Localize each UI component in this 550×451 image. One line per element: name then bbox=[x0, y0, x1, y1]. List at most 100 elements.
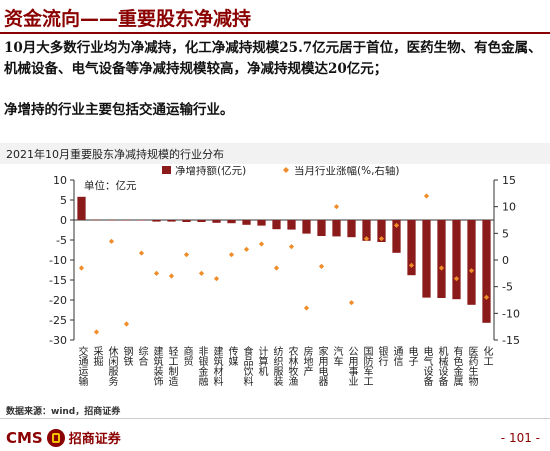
bar-传媒 bbox=[227, 220, 236, 224]
right-axis-tick-label: 15 bbox=[502, 174, 516, 187]
category-label: 纺织服装 bbox=[271, 345, 283, 387]
right-axis-tick-label: 0 bbox=[502, 254, 509, 267]
bar-公用事业 bbox=[347, 220, 356, 238]
category-label: 建筑装饰 bbox=[151, 345, 163, 387]
left-axis-tick-label: -30 bbox=[49, 334, 67, 347]
category-label: 房地产 bbox=[301, 345, 313, 377]
right-axis-tick-label: -10 bbox=[502, 307, 520, 320]
category-label: 商贸 bbox=[181, 345, 193, 367]
bar-建筑材料 bbox=[212, 220, 221, 223]
left-axis-tick-label: -5 bbox=[56, 234, 67, 247]
legend-bar-label: 净增持额(亿元) bbox=[175, 166, 246, 177]
category-label: 化工 bbox=[481, 345, 493, 366]
bar-家用电器 bbox=[317, 220, 326, 236]
point-交通运输 bbox=[78, 265, 85, 271]
point-非银金融 bbox=[198, 270, 205, 276]
bar-休闲服务 bbox=[107, 220, 116, 221]
point-电气设备 bbox=[423, 193, 430, 199]
data-source-note: 数据来源：wind，招商证券 bbox=[6, 407, 121, 417]
category-label: 公用事业 bbox=[346, 346, 358, 386]
category-label: 钢铁 bbox=[121, 345, 133, 367]
bar-交通运输 bbox=[77, 196, 86, 220]
bar-电气设备 bbox=[422, 220, 431, 298]
logo-chinese-name: 招商证券 bbox=[68, 432, 121, 447]
left-axis-tick-label: -25 bbox=[49, 314, 67, 327]
point-钢铁 bbox=[123, 321, 130, 327]
footer-divider bbox=[0, 418, 550, 419]
category-label: 传媒 bbox=[226, 346, 238, 367]
point-商贸 bbox=[183, 252, 190, 258]
point-休闲服务 bbox=[108, 238, 115, 244]
bar-机械设备 bbox=[437, 220, 446, 298]
point-建筑材料 bbox=[213, 276, 220, 282]
point-农林牧渔 bbox=[288, 244, 295, 250]
point-公用事业 bbox=[348, 300, 355, 306]
point-计算机 bbox=[258, 241, 265, 247]
category-label: 轻工制造 bbox=[166, 345, 178, 386]
point-综合 bbox=[138, 250, 145, 256]
bar-综合 bbox=[137, 220, 146, 221]
category-label: 食品饮料 bbox=[241, 345, 253, 387]
left-axis-tick-label: -15 bbox=[49, 274, 67, 287]
category-label: 交通运输 bbox=[76, 345, 88, 387]
legend-point-label: 当月行业涨幅(%,右轴) bbox=[294, 166, 400, 177]
left-axis-tick-label: 10 bbox=[53, 174, 67, 187]
bar-银行 bbox=[377, 220, 386, 242]
category-label: 银行 bbox=[376, 345, 388, 367]
point-通信 bbox=[393, 222, 400, 228]
summary-paragraph-2: 净增持的行业主要包括交通运输行业。 bbox=[4, 102, 234, 118]
point-建筑装饰 bbox=[153, 270, 160, 276]
category-label: 机械设备 bbox=[436, 345, 448, 387]
bar-非银金融 bbox=[197, 220, 206, 222]
bar-医药生物 bbox=[467, 220, 476, 305]
page-title: 资金流向——重要股东净减持 bbox=[4, 8, 252, 30]
category-label: 国防军工 bbox=[361, 346, 373, 386]
legend-bar-swatch bbox=[162, 166, 171, 174]
category-label: 计算机 bbox=[256, 345, 268, 377]
bar-通信 bbox=[392, 220, 401, 253]
bar-汽车 bbox=[332, 220, 341, 237]
page-number: - 101 - bbox=[500, 431, 540, 445]
category-label: 有色金属 bbox=[451, 345, 463, 387]
bar-钢铁 bbox=[122, 220, 131, 221]
unit-label: 单位：亿元 bbox=[84, 179, 137, 192]
point-轻工制造 bbox=[168, 273, 175, 279]
left-axis-tick-label: -20 bbox=[49, 294, 67, 307]
bar-房地产 bbox=[302, 220, 311, 234]
bar-商贸 bbox=[182, 220, 191, 222]
point-国防军工 bbox=[363, 236, 370, 242]
industry-chart: 10 5 0 -5 -10 -15 -20 -25 -30 15 10 5 0 -5 -10 -15 交通运输采… bbox=[49, 166, 520, 387]
point-食品饮料 bbox=[243, 246, 250, 252]
brand-logo: CMS 招商证券 bbox=[6, 428, 121, 447]
logo-icon bbox=[46, 428, 65, 447]
bar-有色金属 bbox=[452, 220, 461, 300]
point-银行 bbox=[378, 236, 385, 242]
bar-食品饮料 bbox=[242, 220, 251, 225]
category-label: 医药生物 bbox=[466, 346, 478, 387]
category-label: 休闲服务 bbox=[106, 346, 118, 387]
bar-国防军工 bbox=[362, 220, 371, 241]
legend-point-swatch bbox=[283, 167, 289, 173]
left-axis-tick-label: 0 bbox=[60, 214, 67, 227]
point-家用电器 bbox=[318, 263, 325, 269]
chart-title-bar bbox=[0, 143, 550, 164]
category-label: 建筑材料 bbox=[211, 345, 223, 387]
right-axis-tick-label: 5 bbox=[502, 227, 509, 240]
category-label: 采掘 bbox=[91, 346, 103, 367]
left-axis-tick-label: 5 bbox=[60, 194, 67, 207]
bar-计算机 bbox=[257, 220, 266, 226]
category-label: 电子 bbox=[406, 345, 418, 366]
point-房地产 bbox=[303, 305, 310, 311]
bar-轻工制造 bbox=[167, 220, 176, 222]
bar-建筑装饰 bbox=[152, 220, 161, 222]
category-label: 通信 bbox=[391, 346, 403, 367]
left-axis-tick-label: -10 bbox=[49, 254, 67, 267]
category-label: 家用电器 bbox=[316, 345, 328, 387]
bar-电子 bbox=[407, 220, 416, 276]
title-divider bbox=[0, 32, 550, 34]
bar-化工 bbox=[482, 220, 491, 323]
summary-paragraph-1: 10月大多数行业均为净减持，化工净减持规模25.7亿元居于首位，医药生物、有色金… bbox=[4, 40, 542, 77]
right-axis-tick-label: 10 bbox=[502, 201, 516, 214]
logo-text: CMS bbox=[6, 428, 43, 447]
chart-title: 2021年10月重要股东净减持规模的行业分布 bbox=[6, 148, 224, 161]
